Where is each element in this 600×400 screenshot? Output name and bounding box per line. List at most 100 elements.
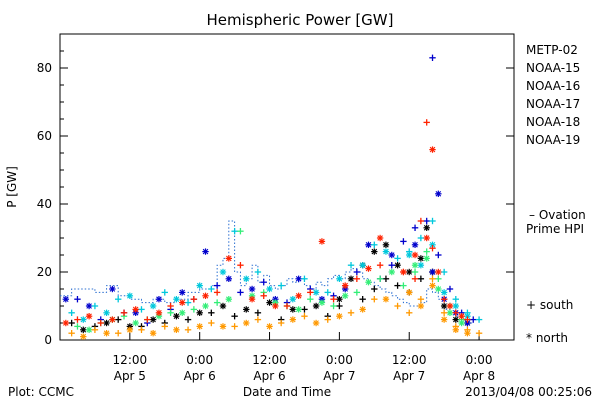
north-point — [383, 248, 389, 255]
north-point — [243, 320, 250, 326]
north-point — [365, 265, 372, 272]
north-point — [406, 269, 413, 275]
north-point — [418, 255, 424, 262]
north-point — [464, 313, 471, 319]
north-point — [441, 316, 447, 323]
north-point — [202, 248, 209, 255]
north-point — [290, 306, 296, 313]
north-point — [173, 296, 180, 302]
x-tick-label-line1: 0:00 — [186, 353, 213, 367]
north-point — [103, 320, 110, 326]
north-point — [295, 276, 302, 282]
north-point — [179, 310, 186, 316]
north-point — [80, 316, 87, 323]
north-point — [295, 293, 302, 299]
north-point — [220, 323, 226, 330]
x-axis-label: Date and Time — [243, 385, 331, 399]
north-point — [156, 310, 162, 316]
north-point — [412, 242, 418, 248]
north-point — [86, 327, 92, 333]
north-point — [383, 242, 389, 248]
legend-south-label: + south — [526, 298, 573, 312]
north-point — [418, 303, 424, 309]
north-point — [453, 303, 459, 309]
north-point — [429, 242, 436, 248]
north-point — [423, 235, 430, 241]
north-point — [435, 191, 442, 197]
x-tick-label-line1: 12:00 — [113, 353, 148, 367]
north-point — [447, 310, 453, 316]
x-tick-label-line2: Apr 8 — [463, 369, 495, 383]
y-tick-label: 80 — [37, 61, 52, 75]
north-point — [342, 282, 348, 289]
x-tick-label-line1: 0:00 — [466, 353, 493, 367]
north-point — [226, 255, 232, 262]
north-point — [63, 296, 69, 302]
north-point — [313, 289, 319, 296]
north-point — [109, 286, 116, 292]
north-point — [86, 313, 92, 319]
north-point — [418, 262, 424, 268]
north-point — [295, 306, 302, 313]
north-point — [464, 320, 471, 326]
north-point — [453, 316, 459, 323]
legend-series-name: NOAA-16 — [526, 79, 580, 93]
north-point — [453, 327, 459, 333]
north-point — [319, 238, 325, 245]
north-point — [441, 289, 447, 296]
y-tick-label: 0 — [44, 333, 52, 347]
legend-north-label: * north — [526, 331, 568, 345]
north-point — [377, 235, 383, 241]
x-tick-label-line2: Apr 6 — [253, 369, 285, 383]
north-point — [220, 303, 226, 309]
north-point — [388, 252, 395, 258]
north-point — [202, 303, 209, 309]
north-point — [80, 327, 87, 333]
north-point — [150, 330, 156, 336]
north-point — [249, 286, 255, 292]
north-point — [173, 313, 180, 319]
legend-series-name: NOAA-15 — [526, 61, 580, 75]
north-point — [63, 320, 69, 326]
north-point — [336, 296, 343, 302]
north-point — [365, 279, 372, 285]
north-point — [266, 299, 273, 306]
north-point — [266, 323, 273, 330]
north-point — [406, 252, 413, 258]
north-point — [429, 269, 436, 275]
north-point — [458, 320, 465, 326]
legend-series-name: METP-02 — [526, 43, 578, 57]
north-point — [80, 333, 87, 340]
north-point — [423, 255, 430, 262]
north-point — [132, 306, 139, 313]
legend-ovation-label: – Ovation — [529, 208, 586, 222]
north-point — [383, 296, 389, 302]
chart-title: Hemispheric Power [GW] — [207, 11, 394, 29]
north-point — [447, 303, 453, 309]
north-point — [412, 262, 418, 268]
x-tick-label-line1: 0:00 — [326, 353, 353, 367]
north-point — [103, 310, 110, 316]
plot-group: Hemispheric Power [GW] 0 20 40 60 80 12:00 Apr … — [5, 11, 592, 399]
north-point — [342, 293, 348, 299]
north-point — [429, 282, 436, 289]
north-point — [266, 286, 273, 292]
north-point — [196, 282, 203, 289]
north-point — [423, 225, 430, 231]
north-point — [179, 299, 186, 306]
north-point — [272, 303, 279, 309]
y-tick-label: 20 — [37, 265, 52, 279]
y-tick-label: 60 — [37, 129, 52, 143]
north-point — [196, 310, 203, 316]
north-point — [220, 269, 226, 275]
north-point — [150, 303, 156, 309]
footer-left: Plot: CCMC — [8, 385, 74, 399]
north-point — [359, 306, 366, 313]
x-tick-label-line2: Apr 7 — [323, 369, 355, 383]
legend-series-name: NOAA-17 — [526, 97, 580, 111]
north-point — [394, 262, 401, 268]
north-point — [109, 316, 116, 323]
y-axis-label: P [GW] — [5, 166, 19, 208]
